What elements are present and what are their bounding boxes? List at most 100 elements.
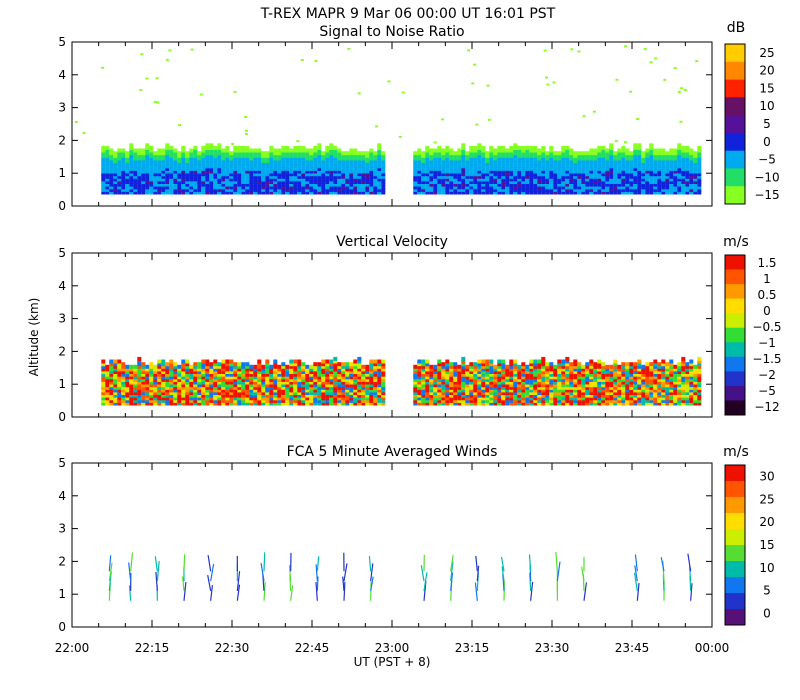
heatmap-cell [325,359,330,364]
heatmap-cell [345,375,350,380]
heatmap-cell [141,166,146,171]
heatmap-cell [309,153,314,158]
heatmap-cell [321,185,326,190]
heatmap-cell [257,174,262,179]
heatmap-cell [445,148,450,153]
heatmap-cell [469,380,474,385]
heatmap-cell [457,393,462,398]
heatmap-cell [501,156,506,161]
heatmap-cell [249,401,254,406]
heatmap-cell [321,396,326,401]
heatmap-cell [589,359,594,364]
heatmap-cell [485,161,490,166]
heatmap-cell [445,362,450,367]
heatmap-cell [517,401,522,406]
heatmap-cell [353,393,358,398]
heatmap-cell [465,164,470,169]
heatmap-cell [565,383,570,388]
heatmap-cell [237,185,242,190]
heatmap-cell [541,148,546,153]
heatmap-cell [297,187,302,192]
heatmap-cell [177,398,182,403]
heatmap-cell [317,151,322,156]
heatmap-cell [509,180,514,184]
heatmap-cell [465,187,470,192]
heatmap-cell [437,391,442,395]
heatmap-cell [213,380,218,385]
heatmap-cell [177,174,182,179]
heatmap-cell [277,185,282,190]
heatmap-cell [229,151,234,156]
heatmap-cell [629,364,634,369]
heatmap-cell [669,388,674,393]
heatmap-cell [217,156,222,161]
heatmap-cell [161,367,166,372]
heatmap-cell [681,396,686,401]
heatmap-cell [653,156,658,161]
heatmap-cell [157,385,162,390]
heatmap-cell [193,393,198,398]
heatmap-cell [541,161,546,166]
heatmap-cell [281,180,286,184]
heatmap-cell [329,187,334,192]
heatmap-cell [433,141,437,144]
heatmap-cell [285,385,290,390]
heatmap-cell [301,396,306,401]
heatmap-cell [457,383,462,388]
heatmap-cell [525,377,530,382]
heatmap-cell [469,190,474,195]
heatmap-cell [145,153,150,158]
heatmap-cell [681,180,686,184]
heatmap-cell [137,359,142,364]
heatmap-cell [189,151,194,156]
heatmap-cell [313,151,318,156]
heatmap-cell [461,396,466,401]
heatmap-cell [241,190,246,195]
heatmap-cell [465,156,470,161]
heatmap-cell [169,391,174,395]
heatmap-cell [421,156,426,161]
heatmap-cell [133,172,138,177]
heatmap-cell [457,180,462,184]
heatmap-cell [245,164,250,169]
heatmap-cell [273,182,278,187]
heatmap-cell [417,362,422,367]
heatmap-cell [445,364,450,369]
heatmap-cell [297,364,302,369]
heatmap-cell [693,398,698,403]
heatmap-cell [369,372,374,377]
heatmap-cell [189,393,194,398]
heatmap-cell [441,396,446,401]
heatmap-cell [525,393,530,398]
heatmap-cell [317,161,322,166]
heatmap-cell [677,180,682,184]
heatmap-cell [377,182,382,187]
heatmap-cell [325,398,330,403]
heatmap-cell [485,367,490,372]
heatmap-cell [353,187,358,192]
heatmap-cell [197,156,202,161]
heatmap-cell [125,174,130,179]
heatmap-cell [657,396,662,401]
heatmap-cell [673,67,677,70]
heatmap-cell [653,380,658,385]
heatmap-cell [433,375,438,380]
heatmap-cell [477,398,482,403]
heatmap-cell [549,401,554,406]
heatmap-cell [145,187,150,192]
heatmap-cell [617,187,622,192]
heatmap-cell [213,187,218,192]
heatmap-cell [561,169,566,174]
heatmap-cell [333,180,338,184]
heatmap-cell [277,364,282,369]
heatmap-cell [521,153,526,158]
heatmap-cell [677,185,682,190]
heatmap-cell [425,398,430,403]
heatmap-cell [277,375,282,380]
heatmap-cell [269,385,274,390]
heatmap-cell [673,185,678,190]
heatmap-cell [313,398,318,403]
heatmap-cell [373,396,378,401]
heatmap-cell [289,172,294,177]
